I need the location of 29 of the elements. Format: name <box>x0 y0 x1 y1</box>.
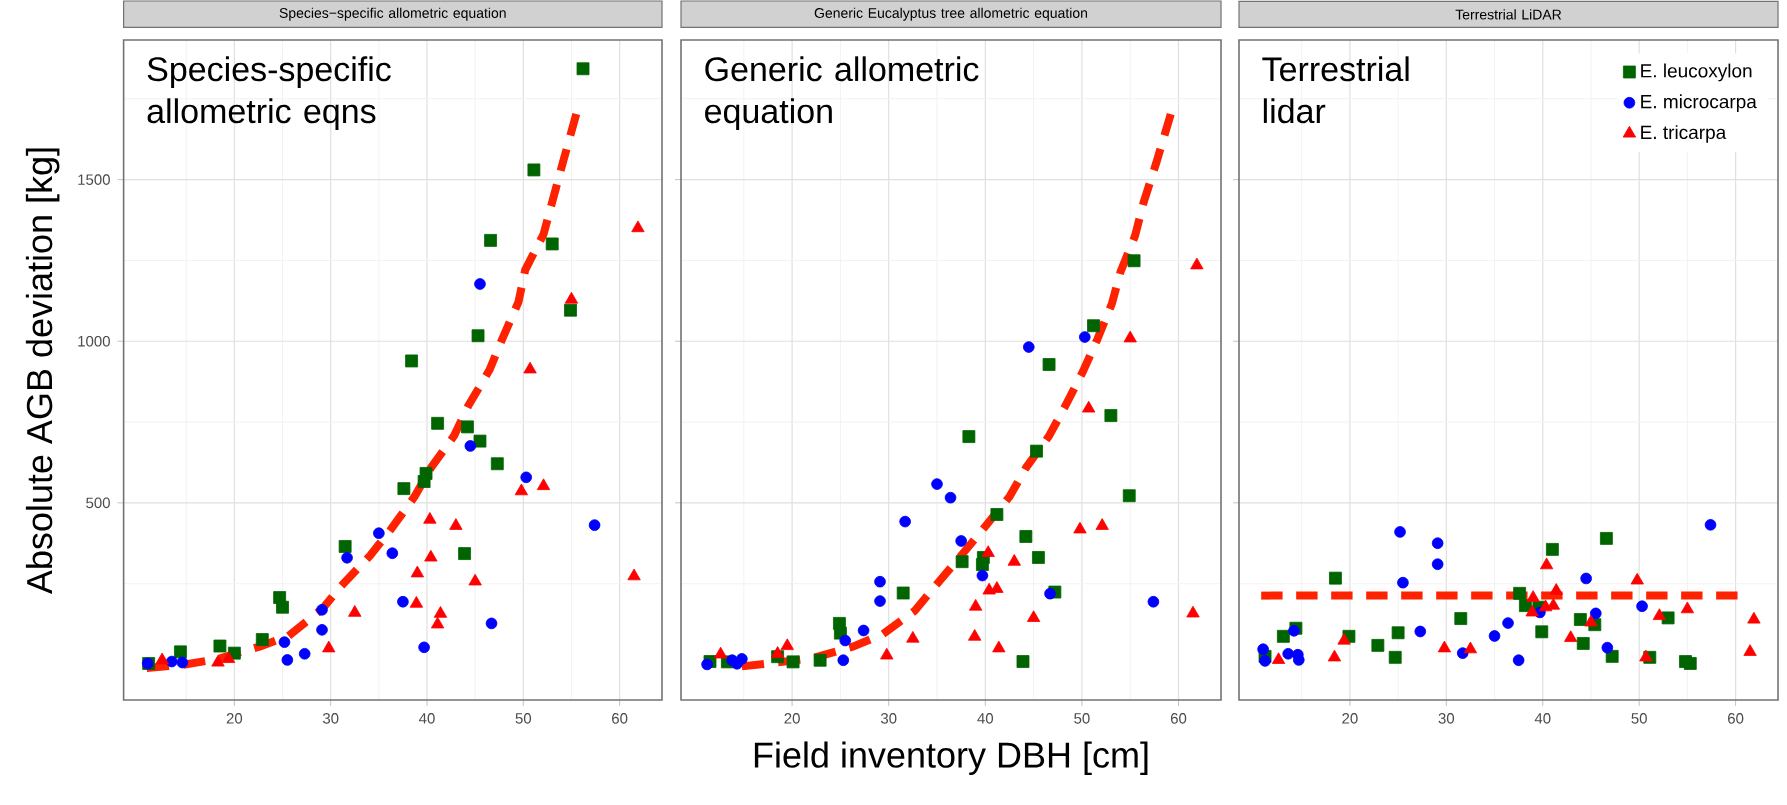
x-tick-label: 60 <box>1170 713 1187 724</box>
chart-title: Generic Eucalyptus tree allometric equation <box>814 7 1087 21</box>
y-tick-label: 1500 <box>78 174 110 185</box>
x-tick-label: 40 <box>1534 713 1551 724</box>
x-tick-label: 60 <box>612 713 628 724</box>
x-tick-label: 20 <box>226 713 243 724</box>
legend-label: E. tricarpa <box>1641 125 1727 143</box>
chart-title: Terrestrial LiDAR <box>1455 9 1562 20</box>
x-tick-label: 40 <box>977 713 994 724</box>
legend-label: E. leucoxylon <box>1641 63 1752 82</box>
x-tick-label: 20 <box>784 713 800 724</box>
x-tick-label: 30 <box>322 713 339 724</box>
annotation: Species-specific allometric eqns <box>147 56 391 130</box>
annotation: Generic allometric equation <box>705 56 979 130</box>
y-tick-label: 500 <box>86 497 110 509</box>
x-tick-label: 40 <box>419 713 435 724</box>
legend-label: E. microcarpa <box>1641 94 1757 113</box>
x-tick-label: 50 <box>1074 713 1090 724</box>
x-tick-label: 30 <box>880 713 897 724</box>
annotation: Terrestrial lidar <box>1262 56 1409 124</box>
x-tick-label: 20 <box>1342 713 1358 724</box>
y-tick-label: 1000 <box>78 335 110 347</box>
y-axis-title: Absolute AGB deviation [kg] <box>25 148 60 595</box>
x-axis-title: Field inventory DBH [cm] <box>754 741 1148 775</box>
x-tick-label: 60 <box>1728 713 1744 724</box>
x-tick-label: 50 <box>1631 713 1647 724</box>
chart-title: Species−specific allometric equation <box>279 7 506 21</box>
x-tick-label: 50 <box>515 713 532 724</box>
x-tick-label: 30 <box>1438 713 1455 724</box>
